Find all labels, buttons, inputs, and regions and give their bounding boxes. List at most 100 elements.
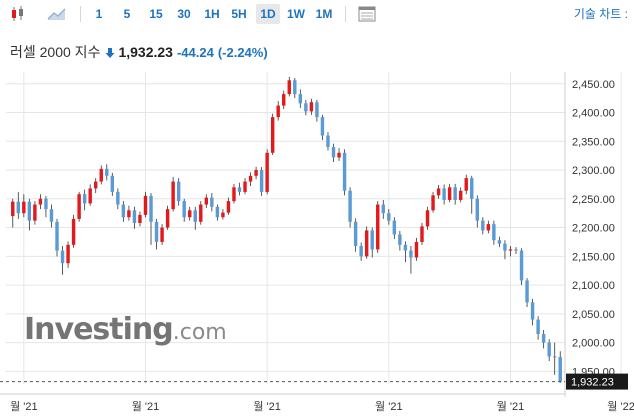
candle-body — [182, 201, 186, 218]
last-price-tag — [566, 373, 628, 390]
candle-body — [215, 206, 220, 218]
candle-body — [82, 194, 87, 204]
candle-body — [547, 342, 551, 357]
investing-logo: Investing.com — [24, 312, 227, 347]
candle-body — [188, 210, 192, 218]
candle-body — [447, 187, 452, 200]
logo-suffix: .com — [172, 320, 227, 345]
interval-1[interactable]: 1 — [95, 7, 103, 21]
y-tick-label: 2,450.00 — [572, 79, 615, 91]
candle-body — [116, 191, 120, 205]
candle-body — [193, 210, 197, 222]
candle-body — [270, 117, 275, 153]
candle-body — [552, 356, 557, 358]
candle-body — [470, 178, 474, 199]
candle-body — [293, 80, 297, 95]
candle-body — [33, 204, 37, 221]
candle-body — [94, 181, 98, 189]
candle-body — [66, 244, 70, 264]
candle-body — [359, 245, 363, 257]
candle-body — [475, 198, 479, 221]
y-tick-label: 2,400.00 — [572, 108, 615, 120]
interval-15[interactable]: 15 — [149, 7, 163, 21]
table-view-icon[interactable] — [356, 4, 378, 24]
candle-body — [376, 204, 380, 250]
candle-body — [414, 241, 419, 258]
candle-body — [436, 188, 441, 196]
candle-body — [11, 201, 15, 217]
candle-body — [138, 214, 142, 223]
interval-1m[interactable]: 1M — [315, 7, 333, 21]
candle-body — [530, 302, 535, 320]
candle-body — [497, 240, 502, 244]
candlestick-chart[interactable]: 1,950.002,000.002,050.002,100.002,150.00… — [0, 72, 634, 417]
candle-body — [536, 319, 540, 334]
candle-body — [237, 187, 242, 192]
x-tick-label: 월 '21 — [253, 400, 281, 413]
candle-body — [282, 94, 286, 106]
interval-1d[interactable]: 1D — [256, 4, 280, 24]
last-price: 1,932.23 — [118, 44, 173, 60]
candle-body — [348, 190, 352, 222]
candlestick-chart-icon[interactable] — [8, 4, 30, 24]
candle-body — [60, 250, 65, 264]
candle-body — [464, 178, 468, 191]
candle-body — [287, 80, 291, 95]
candle-body — [232, 187, 236, 202]
candle-body — [508, 249, 513, 251]
toolbar-divider — [345, 6, 346, 22]
candle-body — [127, 210, 131, 218]
candle-body — [353, 221, 358, 246]
candle-body — [171, 181, 175, 210]
candle-body — [210, 197, 214, 207]
candle-body — [27, 201, 32, 221]
price-change: -44.24 — [176, 44, 214, 60]
candle-body — [364, 230, 369, 257]
candle-body — [16, 201, 21, 214]
candle-body — [143, 195, 148, 215]
candle-body — [99, 168, 103, 182]
candle-body — [44, 198, 48, 210]
candle-body — [38, 198, 43, 205]
candle-body — [71, 218, 76, 245]
candle-body — [503, 243, 507, 251]
y-tick-label: 2,250.00 — [572, 194, 615, 206]
candle-body — [525, 280, 529, 303]
interval-5h[interactable]: 5H — [231, 7, 247, 21]
candle-body — [481, 220, 485, 231]
candle-body — [409, 250, 413, 258]
candle-body — [315, 102, 319, 118]
y-tick-label: 2,300.00 — [572, 165, 615, 177]
candle-body — [132, 210, 137, 223]
candle-body — [243, 181, 247, 192]
interval-30[interactable]: 30 — [177, 7, 191, 21]
candle-body — [492, 224, 496, 241]
candle-body — [259, 170, 264, 192]
candle-body — [558, 356, 562, 382]
candle-body — [221, 212, 225, 218]
candle-body — [176, 181, 181, 202]
candle-body — [248, 175, 253, 182]
candle-body — [387, 213, 391, 221]
candle-body — [420, 226, 424, 242]
candle-body — [88, 188, 92, 204]
candle-body — [110, 175, 115, 192]
interval-5[interactable]: 5 — [123, 7, 131, 21]
area-chart-icon[interactable] — [46, 4, 68, 24]
interval-1w[interactable]: 1W — [287, 7, 305, 21]
advanced-chart-link[interactable]: 기술 차트 : — [573, 7, 628, 21]
interval-1h[interactable]: 1H — [204, 7, 220, 21]
candle-body — [254, 170, 258, 176]
candle-body — [403, 244, 408, 251]
candle-body — [226, 201, 231, 213]
candle-body — [442, 188, 446, 200]
candle-body — [326, 135, 330, 148]
candle-body — [154, 221, 159, 242]
candle-body — [49, 209, 54, 222]
candle-body — [342, 152, 347, 191]
candle-body — [381, 204, 385, 214]
candle-body — [458, 190, 463, 200]
candle-body — [309, 102, 314, 112]
down-arrow-icon — [105, 46, 115, 58]
y-tick-label: 2,000.00 — [572, 338, 615, 350]
